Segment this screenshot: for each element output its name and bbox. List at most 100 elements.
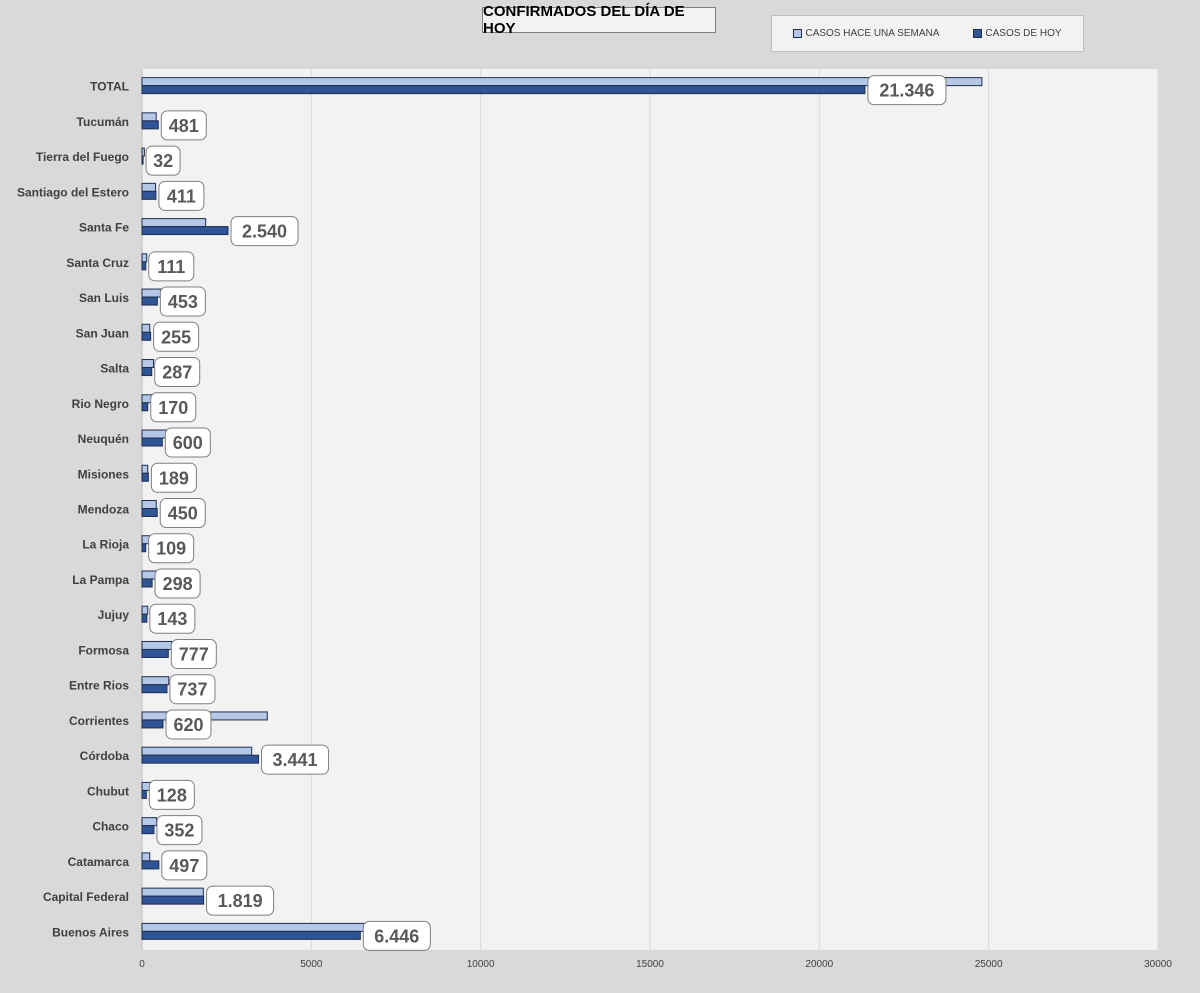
category-label: Corrientes — [69, 714, 129, 728]
bar-week-ago — [141, 112, 157, 122]
bar-today — [141, 120, 159, 130]
bar-today — [141, 719, 164, 729]
x-tick-label: 0 — [139, 959, 145, 970]
data-label: 189 — [159, 468, 189, 488]
data-label: 2.540 — [242, 222, 287, 242]
category-label: La Pampa — [72, 573, 129, 587]
x-tick-label: 20000 — [805, 959, 833, 970]
data-label: 600 — [173, 433, 203, 453]
x-tick-label: 5000 — [300, 959, 323, 970]
legend-item-week-ago: CASOS HACE UNA SEMANA — [793, 28, 939, 39]
legend: CASOS HACE UNA SEMANA CASOS DE HOY — [771, 15, 1084, 52]
data-label-box — [159, 286, 206, 317]
data-label: 497 — [169, 856, 199, 876]
data-label: 21.346 — [879, 81, 934, 101]
x-tick-label: 30000 — [1144, 959, 1172, 970]
category-label: Capital Federal — [43, 890, 129, 904]
data-label: 170 — [158, 398, 188, 418]
data-label-box — [159, 498, 206, 528]
bar-today — [141, 895, 205, 905]
data-label-box — [169, 674, 216, 705]
data-label: 620 — [173, 715, 203, 735]
legend-swatch-week-ago — [793, 29, 803, 38]
bar-week-ago — [141, 500, 157, 509]
bar-today — [141, 190, 157, 200]
data-label-box — [867, 75, 947, 106]
data-label: 411 — [167, 186, 196, 206]
bar-today — [141, 754, 260, 764]
bar-week-ago — [141, 429, 167, 439]
bar-today — [141, 437, 163, 447]
data-label: 298 — [163, 574, 193, 594]
bar-week-ago — [141, 464, 149, 474]
data-label-box — [148, 779, 195, 810]
bar-week-ago — [141, 253, 148, 263]
bar-today — [141, 331, 152, 341]
category-label: Rio Negro — [72, 397, 129, 411]
chart-title: CONFIRMADOS DEL DÍA DE HOY — [482, 3, 716, 37]
x-tick-label: 15000 — [636, 959, 664, 970]
data-label: 737 — [177, 680, 207, 700]
data-label-box — [149, 603, 196, 634]
data-label: 32 — [153, 151, 173, 171]
bar-week-ago — [141, 887, 204, 897]
bar-week-ago — [141, 323, 151, 333]
bar-today — [141, 543, 147, 553]
data-label: 3.441 — [273, 750, 318, 770]
bar-today — [141, 367, 153, 377]
data-label: 109 — [156, 539, 186, 559]
bar-week-ago — [141, 817, 158, 827]
legend-item-today: CASOS DE HOY — [973, 28, 1062, 39]
data-label-box — [150, 392, 197, 423]
category-label: Salta — [100, 362, 129, 376]
data-label-box — [261, 744, 330, 775]
bar-today — [141, 296, 158, 306]
x-tick-label: 10000 — [467, 959, 495, 970]
category-label: Chubut — [87, 784, 129, 798]
category-label: Jujuy — [98, 608, 130, 622]
bar-week-ago — [141, 852, 151, 862]
x-tick-label: 25000 — [975, 959, 1003, 970]
category-label: Buenos Aires — [52, 925, 129, 939]
bar-today — [141, 648, 169, 658]
bar-today — [141, 825, 155, 835]
data-label-box — [156, 815, 203, 846]
category-label: Córdoba — [80, 749, 130, 763]
category-label: Santa Fe — [79, 221, 129, 235]
bar-week-ago — [141, 922, 368, 932]
legend-label-week-ago: CASOS HACE UNA SEMANA — [805, 28, 940, 39]
category-label: Catamarca — [68, 855, 130, 869]
data-label-box — [148, 533, 195, 564]
category-label: San Juan — [76, 326, 129, 340]
data-label-box — [160, 110, 207, 141]
category-label: Tucumán — [77, 115, 129, 129]
bar-today — [141, 508, 158, 517]
category-label: La Rioja — [82, 538, 129, 552]
data-label: 111 — [157, 257, 185, 277]
data-label: 287 — [162, 363, 192, 383]
category-label: TOTAL — [90, 80, 129, 94]
data-label-box — [206, 885, 275, 916]
data-label: 352 — [164, 821, 194, 841]
bar-today — [141, 789, 147, 799]
bar-week-ago — [141, 605, 149, 615]
bar-today — [141, 860, 160, 870]
category-label: Misiones — [78, 467, 130, 481]
data-label-box — [230, 216, 299, 247]
bar-today — [141, 226, 229, 236]
data-label: 453 — [168, 292, 198, 312]
bar-today — [141, 85, 866, 95]
bar-week-ago — [141, 676, 170, 686]
bar-today — [141, 930, 361, 940]
category-label: Santa Cruz — [66, 256, 129, 270]
bar-today — [141, 578, 153, 588]
data-label-box — [165, 709, 212, 740]
data-label: 481 — [169, 116, 199, 136]
category-label: Chaco — [92, 820, 129, 834]
data-label-box — [158, 180, 205, 211]
category-label: Neuquén — [78, 432, 129, 446]
bar-week-ago — [141, 147, 145, 157]
category-label: San Luis — [79, 291, 129, 305]
legend-swatch-today — [973, 29, 983, 38]
